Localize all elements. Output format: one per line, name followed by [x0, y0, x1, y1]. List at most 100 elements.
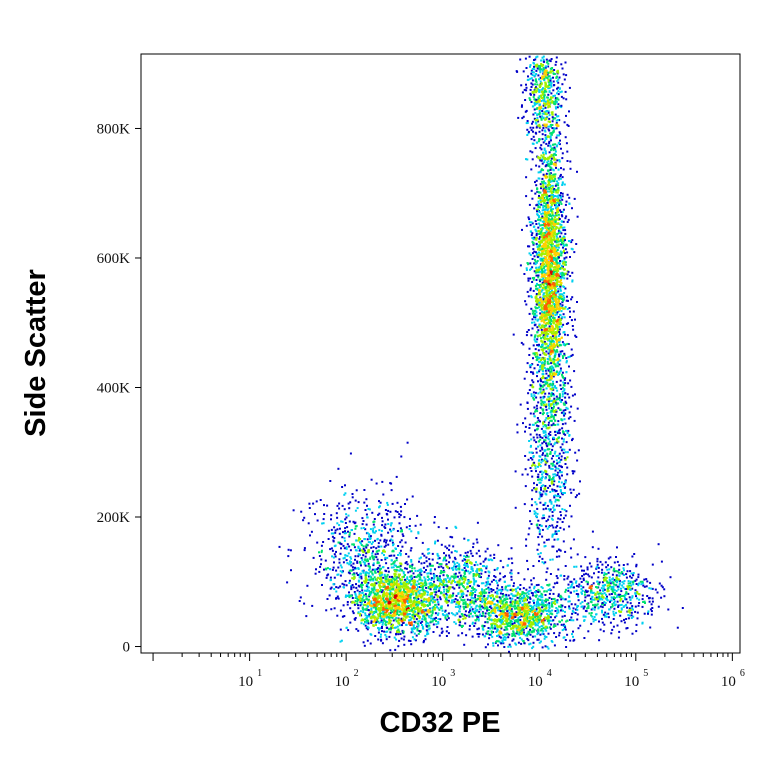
data-point: [537, 425, 540, 428]
data-point: [532, 565, 535, 567]
data-point: [560, 252, 563, 255]
data-point: [387, 603, 390, 606]
data-point: [554, 441, 557, 444]
data-point: [563, 263, 566, 266]
data-point: [540, 212, 543, 215]
data-point: [537, 107, 540, 110]
data-point: [537, 303, 540, 306]
data-point: [527, 458, 530, 461]
data-point: [541, 458, 543, 461]
data-point: [563, 482, 566, 485]
data-point: [532, 391, 535, 394]
data-point: [549, 340, 552, 343]
data-point: [550, 180, 553, 183]
data-point: [540, 285, 543, 288]
data-point: [554, 386, 557, 389]
data-point: [428, 624, 431, 627]
data-point: [554, 143, 557, 146]
data-point: [542, 402, 545, 404]
data-point: [558, 480, 560, 483]
data-point: [551, 558, 554, 561]
data-point: [560, 279, 562, 282]
data-point: [380, 572, 383, 575]
data-point: [557, 93, 560, 96]
data-point: [562, 381, 565, 384]
data-point: [547, 120, 550, 123]
data-point: [536, 526, 539, 529]
data-point: [567, 322, 570, 325]
data-point: [536, 102, 539, 105]
data-point: [546, 190, 549, 193]
data-point: [424, 623, 427, 626]
data-point: [368, 602, 371, 605]
data-point: [571, 439, 573, 442]
data-point: [552, 224, 555, 227]
data-point: [550, 239, 553, 242]
data-point: [551, 310, 554, 312]
data-point: [411, 613, 414, 616]
data-point: [571, 271, 574, 274]
data-point: [530, 189, 533, 192]
data-point: [400, 637, 403, 640]
data-point: [549, 376, 551, 379]
data-point: [533, 512, 536, 515]
data-point: [544, 431, 547, 434]
data-point: [533, 74, 536, 77]
data-point: [548, 239, 551, 242]
data-point: [553, 269, 556, 272]
data-point: [562, 299, 564, 302]
data-point: [554, 409, 557, 412]
data-point: [530, 101, 533, 103]
data-point: [539, 297, 542, 300]
data-point: [535, 433, 538, 436]
data-point: [539, 236, 541, 238]
data-point: [561, 242, 563, 244]
data-point: [418, 578, 421, 581]
data-point: [554, 106, 557, 109]
data-point: [554, 154, 557, 156]
data-point: [538, 343, 540, 346]
data-point: [571, 248, 574, 251]
data-point: [536, 307, 539, 310]
data-point: [531, 122, 533, 125]
data-point: [540, 331, 543, 333]
data-point: [532, 105, 535, 108]
data-point: [556, 106, 559, 109]
data-point: [561, 276, 564, 279]
data-point: [565, 402, 568, 405]
data-point: [537, 248, 539, 251]
data-point: [540, 290, 543, 293]
data-point: [547, 135, 550, 138]
data-point: [546, 272, 549, 275]
data-point: [536, 63, 539, 66]
data-point: [541, 324, 544, 327]
data-point: [536, 512, 539, 515]
data-point: [528, 427, 531, 429]
data-point: [366, 639, 369, 642]
data-point: [555, 313, 558, 316]
data-point: [463, 643, 466, 646]
data-point: [558, 76, 561, 79]
data-point: [408, 600, 410, 603]
data-point: [554, 290, 557, 293]
data-point: [552, 238, 555, 241]
data-point: [576, 459, 579, 462]
data-point: [574, 496, 577, 499]
data-point: [525, 89, 528, 92]
data-point: [422, 566, 425, 569]
data-point: [553, 203, 556, 206]
data-point: [405, 623, 408, 626]
data-point: [544, 85, 547, 88]
data-point: [550, 243, 553, 246]
data-point: [548, 197, 551, 200]
data-point: [539, 470, 542, 473]
data-point: [552, 223, 555, 226]
data-point: [555, 335, 558, 338]
data-point: [534, 312, 536, 315]
data-point: [536, 114, 539, 117]
data-point: [541, 278, 544, 281]
data-point: [544, 210, 546, 213]
data-point: [538, 233, 541, 235]
data-point: [538, 291, 540, 294]
data-point: [555, 195, 558, 198]
